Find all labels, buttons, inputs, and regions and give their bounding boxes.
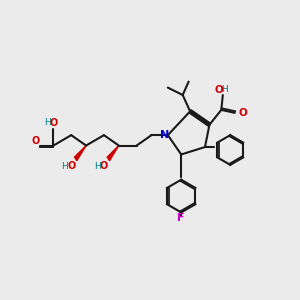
Text: O: O [215, 85, 224, 95]
Text: O: O [100, 161, 108, 171]
Polygon shape [107, 146, 119, 161]
Text: F: F [178, 213, 185, 224]
Text: H: H [44, 118, 51, 127]
Text: O: O [238, 108, 247, 118]
Text: O: O [67, 161, 75, 171]
Text: O: O [32, 136, 40, 146]
Text: H: H [94, 162, 100, 171]
Text: H: H [61, 162, 68, 171]
Text: O: O [49, 118, 58, 128]
Polygon shape [74, 146, 86, 161]
Text: H: H [221, 85, 228, 94]
Text: N: N [160, 130, 169, 140]
